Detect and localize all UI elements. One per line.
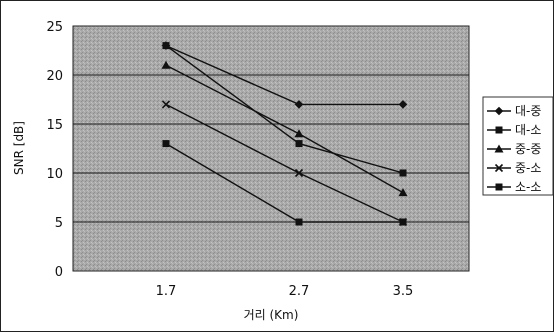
data-point-stroke [494,163,504,173]
data-point [495,183,503,191]
data-point [398,188,408,197]
data-point [294,168,304,178]
ticks-layer: 0 5 10 15 20 25 1.7 2.7 3.5 [46,20,413,299]
legend-box [482,96,554,196]
data-point [294,100,304,109]
data-point [161,100,171,109]
data-point [399,218,407,226]
y-tick-label: 0 [55,265,63,280]
legend-label: 대-소 [515,123,541,137]
data-point [495,126,503,134]
data-point [295,140,303,148]
y-tick-label: 15 [46,118,63,133]
legend-label: 대-중 [515,104,541,118]
data-point [295,218,303,226]
x-tick-label: 2.7 [289,284,310,299]
data-point [294,129,304,138]
data-point [494,106,504,116]
data-point [162,140,170,148]
data-point [399,169,407,177]
data-point-stroke [161,100,171,109]
x-tick-label: 1.7 [156,284,177,299]
legend: 대-중대-소중-중중-소소-소 [482,96,554,196]
y-tick-label: 5 [55,216,63,231]
data-point-stroke [294,168,304,178]
series-layer [161,41,408,227]
plot-area [72,25,470,272]
data-point [162,42,170,50]
legend-label: 중-소 [515,161,541,175]
legend-label: 소-소 [515,180,541,194]
y-tick-label: 25 [46,20,63,35]
data-point [398,100,408,109]
y-tick-label: 20 [46,69,63,84]
y-axis-title: SNR [dB] [12,121,26,175]
y-tick-label: 10 [46,167,63,182]
legend-label: 중-중 [515,142,541,156]
x-axis-title: 거리 (Km) [244,308,299,322]
data-point [494,144,504,153]
data-point [494,163,504,173]
x-tick-label: 3.5 [393,284,414,299]
data-point [161,60,171,69]
